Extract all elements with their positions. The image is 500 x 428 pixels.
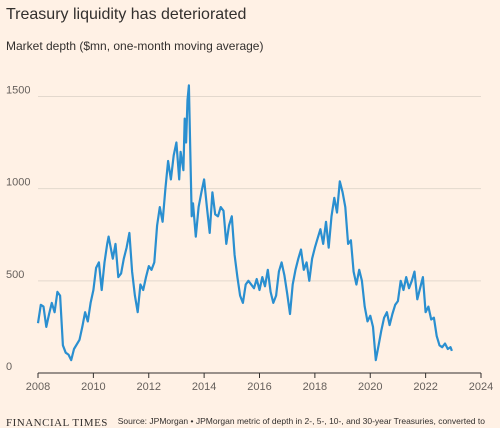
y-tick-label: 0 [6, 361, 12, 373]
x-tick-label: 2020 [358, 381, 382, 393]
source: Source: JPMorgan • JPMorgan metric of de… [118, 416, 486, 426]
y-tick-label: 1500 [6, 84, 30, 96]
x-tick-label: 2014 [192, 381, 216, 393]
chart-title: Treasury liquidity has deteriorated [6, 6, 246, 23]
x-tick-label: 2022 [413, 381, 437, 393]
chart-subtitle: Market depth ($mn, one-month moving aver… [6, 39, 263, 53]
y-tick-label: 500 [6, 269, 24, 281]
brand: FINANCIAL TIMES [6, 417, 108, 428]
x-tick-label: 2008 [26, 381, 50, 393]
y-tick-label: 1000 [6, 177, 30, 189]
x-tick-label: 2010 [81, 381, 105, 393]
x-tick-label: 2012 [137, 381, 161, 393]
data-line [36, 84, 453, 362]
x-tick-label: 2018 [303, 381, 327, 393]
x-tick-label: 2016 [247, 381, 271, 393]
x-tick-label: 2024 [469, 381, 493, 393]
